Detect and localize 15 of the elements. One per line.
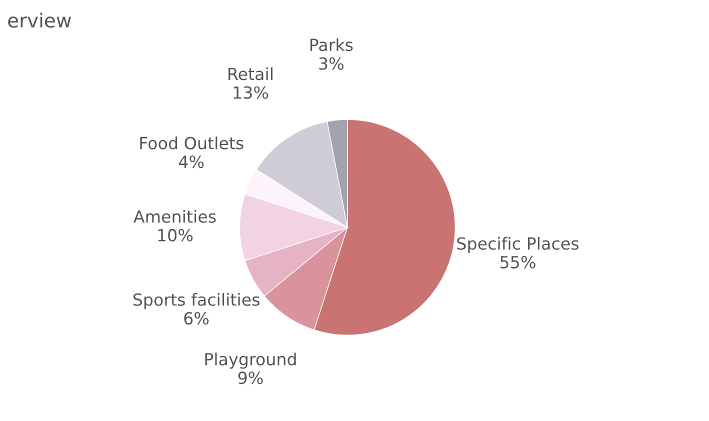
data-label: 3% (319, 57, 344, 70)
slice-label: Parks (310, 38, 353, 52)
data-label: 13% (234, 86, 268, 99)
data-label: 9% (238, 372, 263, 384)
slice-label: Food Outlets (140, 136, 244, 150)
data-label: 10% (158, 228, 193, 242)
data-label: 4% (178, 155, 204, 168)
slice-label: Playground (205, 352, 296, 369)
chart-title: erview (8, 12, 72, 28)
data-label: 55% (500, 256, 536, 268)
slice-label: Amenities (134, 210, 216, 223)
slice-label: Retail (228, 67, 272, 80)
slice-label: Specific Places (457, 236, 578, 254)
data-label: 6% (184, 312, 209, 325)
slice-label: Sports facilities (133, 293, 260, 310)
